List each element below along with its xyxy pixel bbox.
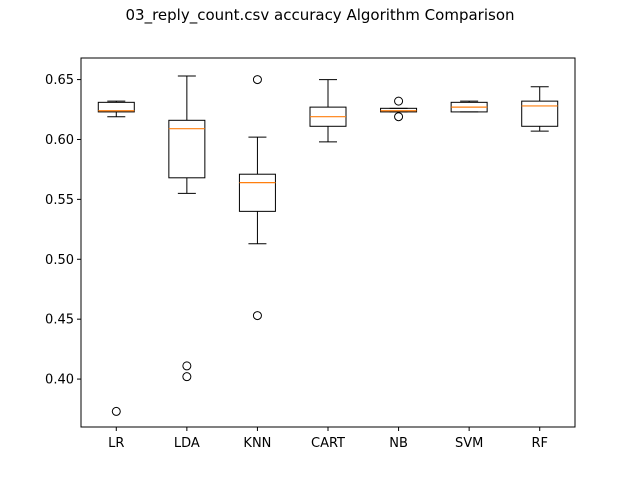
box-knn bbox=[238, 173, 276, 212]
y-tick-label-1: 0.45 bbox=[45, 313, 74, 328]
outlier-lda-0 bbox=[182, 361, 192, 371]
x-tick-label-knn: KNN bbox=[243, 436, 271, 451]
x-tick-label-cart: CART bbox=[311, 436, 345, 451]
outlier-knn-1 bbox=[252, 311, 262, 321]
y-tick-label-0: 0.40 bbox=[45, 373, 74, 388]
outlier-knn-0 bbox=[252, 75, 262, 85]
outlier-nb-0 bbox=[394, 96, 404, 106]
plot-frame bbox=[80, 57, 576, 428]
x-tick-label-nb: NB bbox=[389, 436, 408, 451]
box-lda bbox=[168, 119, 206, 179]
x-tick-label-lr: LR bbox=[108, 436, 124, 451]
chart-title: 03_reply_count.csv accuracy Algorithm Co… bbox=[125, 6, 515, 24]
x-tick-label-rf: RF bbox=[531, 436, 548, 451]
x-tick-label-svm: SVM bbox=[455, 436, 483, 451]
y-tick-label-3: 0.55 bbox=[45, 193, 74, 208]
outlier-lda-1 bbox=[182, 372, 192, 382]
y-tick-label-2: 0.50 bbox=[45, 253, 74, 268]
y-tick-label-4: 0.60 bbox=[45, 133, 74, 148]
box-rf bbox=[521, 100, 559, 127]
x-tick-label-lda: LDA bbox=[174, 436, 200, 451]
outlier-nb-1 bbox=[394, 112, 404, 122]
y-tick-label-5: 0.65 bbox=[45, 73, 74, 88]
outlier-lr-0 bbox=[111, 406, 121, 416]
box-lr bbox=[97, 101, 135, 113]
